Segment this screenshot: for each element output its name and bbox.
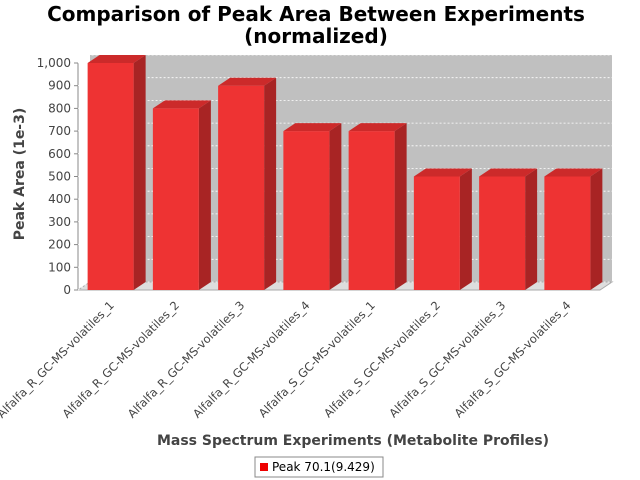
x-tick-label: Alfalfa_R_GC-MS-volatiles_1: [0, 298, 117, 420]
y-axis: 0 100 200 300 400 500 600 700 800 900 1,000: [37, 56, 78, 297]
bar-front: [283, 131, 330, 290]
bar: [348, 123, 407, 290]
bar: [218, 77, 277, 290]
bar-side: [264, 77, 277, 290]
bar-top: [87, 55, 146, 63]
gridline: [77, 236, 612, 245]
gridline: [77, 145, 612, 155]
x-axis-label: Mass Spectrum Experiments (Metabolite Pr…: [157, 433, 549, 449]
x-tick-label: Alfalfa_R_GC-MS-volatiles_3: [125, 298, 247, 420]
bar: [87, 55, 146, 290]
legend-label: Peak 70.1(9.429): [272, 460, 375, 474]
gridline: [77, 190, 612, 200]
bar-front: [544, 176, 591, 290]
x-axis-categories: Alfalfa_R_GC-MS-volatiles_1Alfalfa_R_GC-…: [0, 298, 573, 420]
bar-top: [479, 168, 538, 177]
gridline: [77, 100, 612, 109]
y-tick-label: 500: [48, 170, 71, 184]
gridline: [77, 77, 612, 87]
bar-front: [413, 176, 460, 290]
y-tick-label: 700: [48, 124, 71, 138]
y-tick-label: 900: [48, 79, 71, 93]
gridline: [77, 213, 612, 223]
gridline: [77, 281, 612, 291]
y-tick-label: 100: [48, 260, 71, 274]
bar-side: [459, 168, 472, 290]
bar-side: [198, 100, 211, 291]
gridline: [77, 168, 612, 177]
bar-side: [590, 168, 603, 290]
bar-front: [218, 85, 265, 290]
x-tick-label: Alfalfa_R_GC-MS-volatiles_4: [190, 298, 312, 420]
bar-top: [283, 123, 342, 132]
bar: [413, 168, 472, 290]
bar-top: [413, 168, 472, 177]
gridlines: [77, 54, 612, 291]
bar: [152, 100, 211, 291]
bar-top: [152, 100, 211, 109]
y-tick-label: 1,000: [37, 56, 71, 70]
y-tick-label: 400: [48, 192, 71, 206]
bar-front: [479, 176, 526, 290]
y-axis-label: Peak Area (1e-3): [12, 108, 28, 241]
chart-title-line2: (normalized): [244, 24, 388, 48]
legend-box: [254, 456, 384, 478]
x-tick-label: Alfalfa_S_GC-MS-volatiles_3: [386, 298, 508, 420]
bar-side: [394, 123, 407, 290]
bar-side: [525, 168, 538, 290]
bar-front: [152, 108, 199, 291]
legend: Peak 70.1(9.429): [254, 456, 384, 478]
chart-title-line1: Comparison of Peak Area Between Experime…: [47, 2, 585, 26]
y-tick-label: 300: [48, 215, 71, 229]
bar: [283, 123, 342, 290]
gridline: [77, 258, 612, 268]
bar-top: [544, 168, 603, 177]
bar-front: [87, 63, 134, 290]
legend-swatch: [260, 463, 268, 471]
bar-front: [348, 131, 395, 290]
y-tick-label: 600: [48, 147, 71, 161]
bar: [544, 168, 603, 290]
gridline: [77, 54, 612, 64]
bar-top: [218, 77, 277, 86]
y-tick-label: 200: [48, 238, 71, 252]
x-tick-label: Alfalfa_S_GC-MS-volatiles_2: [321, 298, 443, 420]
gridline: [77, 122, 612, 132]
bar: [479, 168, 538, 290]
x-tick-label: Alfalfa_S_GC-MS-volatiles_4: [451, 298, 573, 420]
x-tick-label: Alfalfa_R_GC-MS-volatiles_2: [60, 298, 182, 420]
bar-side: [133, 55, 146, 290]
bars: [87, 55, 603, 291]
x-tick-label: Alfalfa_S_GC-MS-volatiles_1: [256, 298, 378, 420]
bar-side: [329, 123, 342, 290]
y-tick-label: 800: [48, 101, 71, 115]
bar-top: [348, 123, 407, 132]
y-tick-label: 0: [63, 283, 71, 297]
